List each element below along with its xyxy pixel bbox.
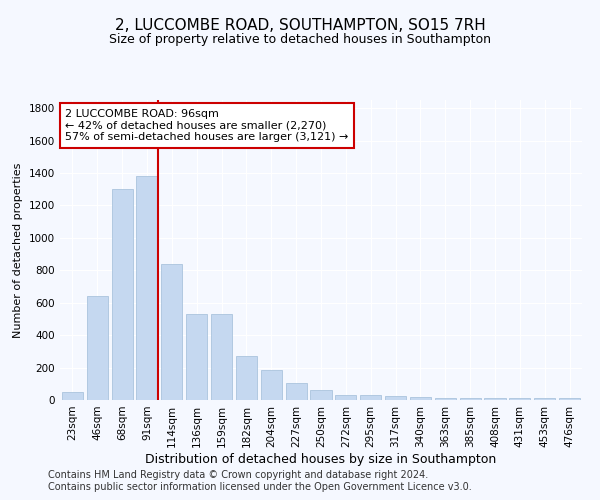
Bar — [360, 395, 381, 400]
X-axis label: Distribution of detached houses by size in Southampton: Distribution of detached houses by size … — [145, 452, 497, 466]
Bar — [112, 189, 133, 400]
Text: Contains HM Land Registry data © Crown copyright and database right 2024.: Contains HM Land Registry data © Crown c… — [48, 470, 428, 480]
Bar — [335, 395, 356, 400]
Bar — [385, 396, 406, 400]
Text: 2 LUCCOMBE ROAD: 96sqm
← 42% of detached houses are smaller (2,270)
57% of semi-: 2 LUCCOMBE ROAD: 96sqm ← 42% of detached… — [65, 109, 349, 142]
Bar — [534, 398, 555, 400]
Bar — [62, 392, 83, 400]
Bar — [261, 370, 282, 400]
Bar — [136, 176, 158, 400]
Bar — [460, 398, 481, 400]
Y-axis label: Number of detached properties: Number of detached properties — [13, 162, 23, 338]
Text: Contains public sector information licensed under the Open Government Licence v3: Contains public sector information licen… — [48, 482, 472, 492]
Bar — [161, 264, 182, 400]
Bar — [236, 356, 257, 400]
Bar — [87, 296, 108, 400]
Text: 2, LUCCOMBE ROAD, SOUTHAMPTON, SO15 7RH: 2, LUCCOMBE ROAD, SOUTHAMPTON, SO15 7RH — [115, 18, 485, 32]
Bar — [410, 397, 431, 400]
Bar — [186, 314, 207, 400]
Text: Size of property relative to detached houses in Southampton: Size of property relative to detached ho… — [109, 32, 491, 46]
Bar — [484, 398, 506, 400]
Bar — [286, 383, 307, 400]
Bar — [559, 398, 580, 400]
Bar — [509, 398, 530, 400]
Bar — [211, 314, 232, 400]
Bar — [435, 398, 456, 400]
Bar — [310, 390, 332, 400]
